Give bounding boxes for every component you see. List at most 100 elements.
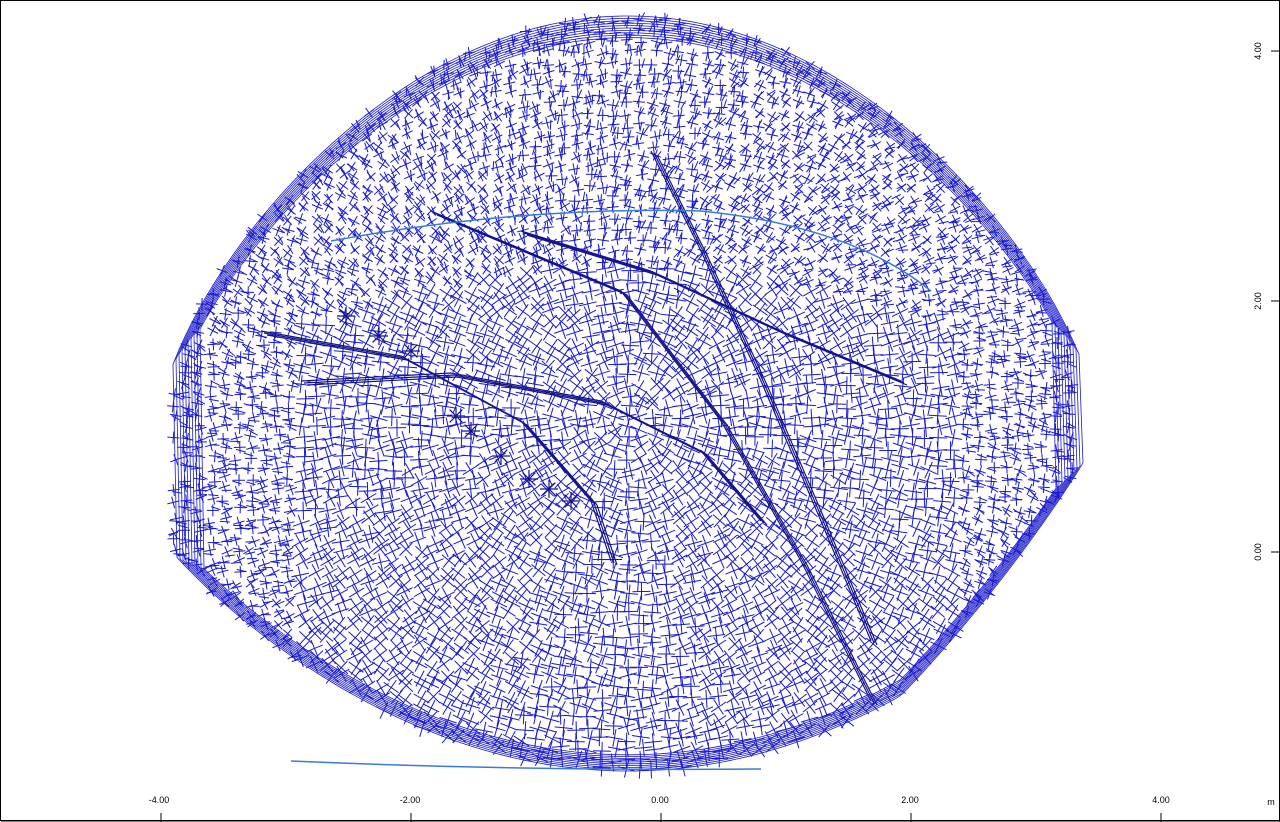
mesh-segment [492, 135, 503, 141]
mesh-segment [672, 71, 684, 72]
mesh-segment [555, 187, 565, 193]
mesh-segment [622, 128, 634, 129]
mesh-segment [545, 59, 547, 69]
mesh-segment [629, 150, 630, 160]
mesh-segment [454, 208, 465, 213]
mesh-segment [330, 262, 338, 269]
mesh-segment [519, 94, 531, 95]
mesh-segment [912, 246, 922, 249]
mesh-segment [576, 165, 577, 175]
mesh-segment [367, 170, 371, 179]
mesh-segment [673, 126, 685, 127]
mesh-segment [373, 152, 384, 158]
mesh-segment [531, 216, 541, 222]
mesh-segment [362, 213, 369, 223]
mesh-segment [781, 90, 788, 97]
mesh-segment [825, 376, 826, 394]
mesh-segment [846, 265, 856, 266]
mesh-segment [702, 133, 713, 138]
mesh-segment [642, 58, 645, 68]
mesh-segment [834, 201, 840, 211]
mesh-segment [1041, 344, 1051, 345]
mesh-segment [506, 123, 517, 128]
mesh-segment [672, 51, 684, 52]
mesh-segment [186, 361, 187, 373]
mesh-segment [495, 145, 506, 150]
mesh-segment [847, 377, 848, 395]
mesh-segment [390, 247, 397, 257]
mesh-segment [435, 142, 436, 152]
mesh-segment [305, 256, 314, 261]
mesh-segment [598, 100, 609, 104]
mesh-segment [635, 300, 652, 307]
mesh-segment [422, 130, 423, 140]
mesh-segment [961, 383, 971, 384]
mesh-segment [792, 204, 799, 211]
mesh-segment [287, 206, 294, 216]
mesh-segment [633, 221, 645, 222]
mesh-segment [741, 145, 751, 152]
mesh-segment [933, 210, 943, 213]
mesh-segment [219, 339, 225, 350]
mesh-segment [763, 142, 770, 149]
mesh-segment [607, 377, 625, 378]
mesh-segment [589, 76, 590, 86]
mesh-segment [620, 185, 632, 186]
mesh-segment [1003, 266, 1013, 267]
mesh-segment [712, 337, 721, 353]
mesh-segment [429, 303, 439, 318]
mesh-segment [274, 315, 275, 327]
mesh-segment [350, 259, 358, 268]
mesh-segment [256, 254, 264, 260]
mesh-segment [540, 288, 556, 295]
mesh-segment [948, 239, 957, 244]
mesh-segment [832, 275, 840, 284]
mesh-segment [899, 316, 908, 332]
mesh-segment [477, 274, 490, 286]
mesh-segment [324, 298, 330, 306]
mesh-segment [565, 176, 567, 186]
mesh-segment [779, 113, 790, 118]
mesh-segment [188, 355, 197, 360]
mesh-segment [430, 134, 435, 143]
mesh-segment [793, 307, 800, 323]
mesh-segment [416, 213, 424, 222]
mesh-segment [977, 338, 987, 341]
mesh-segment [619, 364, 637, 365]
mesh-segment [653, 256, 657, 265]
mesh-segment [572, 62, 583, 66]
mesh-segment [643, 126, 649, 134]
mesh-segment [510, 161, 511, 171]
mesh-segment [859, 257, 865, 268]
mesh-segment [417, 173, 428, 178]
mesh-segment [497, 244, 502, 253]
mesh-segment [673, 259, 684, 264]
mesh-segment [574, 202, 575, 212]
mesh-segment [503, 267, 505, 277]
mesh-segment [702, 135, 709, 142]
mesh-segment [768, 82, 780, 83]
mesh-segment [366, 123, 375, 131]
mesh-segment [587, 151, 588, 161]
mesh-segment [513, 184, 516, 194]
mesh-segment [545, 184, 556, 188]
mesh-segment [970, 316, 980, 317]
mesh-segment [1031, 310, 1036, 321]
mesh-segment [390, 307, 399, 323]
mesh-segment [989, 379, 990, 391]
mesh-segment [752, 134, 762, 141]
mesh-segment [1017, 338, 1027, 340]
mesh-segment [495, 156, 505, 163]
mesh-segment [809, 242, 815, 252]
mesh-segment [208, 354, 218, 356]
mesh-segment [908, 205, 915, 215]
mesh-segment [517, 155, 529, 156]
mesh-segment [325, 346, 331, 363]
mesh-segment [506, 157, 517, 161]
mesh-segment [1042, 332, 1051, 336]
mesh-segment [703, 113, 715, 114]
mesh-segment [558, 105, 570, 106]
mesh-segment [324, 171, 329, 182]
